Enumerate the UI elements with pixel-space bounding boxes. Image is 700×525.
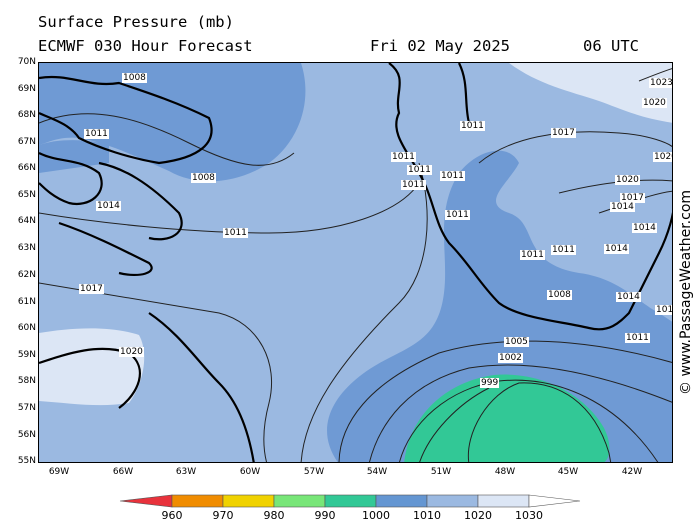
isobar-label: 1017 — [551, 128, 576, 138]
lat-label: 60N — [17, 323, 36, 333]
pressure-field — [39, 63, 672, 462]
isobar-label: 1020 — [615, 175, 640, 185]
lat-label: 57N — [17, 403, 36, 413]
isobar-label: 1011 — [551, 245, 576, 255]
forecast-time: 06 UTC — [583, 37, 639, 55]
isobar-label: 1011 — [655, 305, 672, 315]
colorbar-segment — [273, 494, 326, 508]
isobar-label: 1020 — [642, 98, 667, 108]
isobar-label: 1017 — [620, 193, 645, 203]
colorbar-segment — [222, 494, 275, 508]
isobar-label: 1011 — [391, 152, 416, 162]
lon-label: 45W — [557, 467, 579, 477]
colorbar-segment — [477, 494, 530, 508]
lon-label: 69W — [48, 467, 70, 477]
lat-label: 62N — [17, 270, 36, 280]
lon-label: 66W — [112, 467, 134, 477]
lat-label: 56N — [17, 430, 36, 440]
band-1010-1020-inner — [509, 179, 605, 243]
band-1020-1030-southwest — [39, 328, 145, 406]
lon-label: 51W — [430, 467, 452, 477]
lat-label: 63N — [17, 243, 36, 253]
band-1000-1010-south — [327, 150, 672, 462]
lon-label: 63W — [175, 467, 197, 477]
isobar-label: 1014 — [610, 202, 635, 212]
isobar-label: 1020 — [119, 347, 144, 357]
isobar-label: 1014 — [96, 201, 121, 211]
map-title: Surface Pressure (mb) — [38, 13, 234, 31]
isobar-label: 1011 — [440, 171, 465, 181]
colorbar-label: 1020 — [464, 509, 492, 522]
colorbar-label: 960 — [161, 509, 183, 522]
colorbar-label: 990 — [314, 509, 336, 522]
lat-label: 69N — [17, 84, 36, 94]
isobar-label: 999 — [480, 378, 500, 388]
colorbar-arrow-low — [119, 494, 173, 508]
isobar-label: 1008 — [547, 290, 572, 300]
lat-label: 67N — [17, 137, 36, 147]
isobar-label: 1011 — [223, 228, 248, 238]
colorbar-label: 1010 — [413, 509, 441, 522]
lat-label: 59N — [17, 350, 36, 360]
band-1000-1010-west — [39, 140, 109, 173]
lat-label: 55N — [17, 456, 36, 466]
lat-label: 66N — [17, 163, 36, 173]
forecast-date: Fri 02 May 2025 — [370, 37, 510, 55]
colorbar-segment — [324, 494, 377, 508]
colorbar-segment — [171, 494, 224, 508]
isobar-label: 1014 — [604, 244, 629, 254]
colorbar — [119, 494, 581, 508]
model-label: ECMWF 030 Hour Forecast — [38, 37, 253, 55]
isobar-label: 1011 — [401, 180, 426, 190]
isobar-label: 1017 — [79, 284, 104, 294]
colorbar-arrow-high — [528, 494, 581, 508]
isobar-label: 1008 — [122, 73, 147, 83]
lon-label: 48W — [494, 467, 516, 477]
lat-label: 64N — [17, 216, 36, 226]
band-1000-1010-northwest — [39, 63, 306, 182]
isobar-label: 1011 — [625, 333, 650, 343]
colorbar-label: 980 — [263, 509, 285, 522]
pressure-map: 1008 1011 1008 1014 1011 1017 1020 1011 … — [38, 62, 673, 463]
band-990-1000 — [404, 374, 610, 462]
lat-label: 68N — [17, 110, 36, 120]
isobar-label: 1011 — [84, 129, 109, 139]
isobar-label: 1011 — [460, 121, 485, 131]
isobar-label: 1005 — [504, 337, 529, 347]
lat-label: 65N — [17, 190, 36, 200]
isobar-label: 1002 — [498, 353, 523, 363]
colorbar-segment — [426, 494, 479, 508]
isobar-label: 1014 — [632, 223, 657, 233]
colorbar-label: 1000 — [362, 509, 390, 522]
colorbar-label: 970 — [212, 509, 234, 522]
lon-label: 60W — [239, 467, 261, 477]
colorbar-label: 1030 — [515, 509, 543, 522]
copyright-text: © www.PassageWeather.com — [678, 189, 694, 395]
lat-label: 70N — [17, 57, 36, 67]
lon-label: 54W — [366, 467, 388, 477]
isobar-label: 1011 — [520, 250, 545, 260]
lat-label: 61N — [17, 297, 36, 307]
isobar-label: 1020 — [653, 152, 672, 162]
isobar-label: 1011 — [407, 165, 432, 175]
band-1020-1030-northeast — [509, 63, 672, 123]
lon-label: 42W — [621, 467, 643, 477]
isobar-label: 1008 — [191, 173, 216, 183]
lon-label: 57W — [303, 467, 325, 477]
isobar-label: 1023 — [649, 78, 673, 88]
isobar-label: 1014 — [616, 292, 641, 302]
colorbar-segment — [375, 494, 428, 508]
lat-label: 58N — [17, 376, 36, 386]
isobar-label: 1011 — [445, 210, 470, 220]
